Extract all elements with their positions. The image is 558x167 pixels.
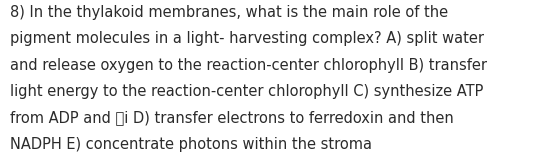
Text: from ADP and ⓟi D) transfer electrons to ferredoxin and then: from ADP and ⓟi D) transfer electrons to… xyxy=(10,111,454,126)
Text: and release oxygen to the reaction-center chlorophyll B) transfer: and release oxygen to the reaction-cente… xyxy=(10,58,487,73)
Text: 8) In the thylakoid membranes, what is the main role of the: 8) In the thylakoid membranes, what is t… xyxy=(10,5,448,20)
Text: NADPH E) concentrate photons within the stroma: NADPH E) concentrate photons within the … xyxy=(10,137,372,152)
Text: pigment molecules in a light- harvesting complex? A) split water: pigment molecules in a light- harvesting… xyxy=(10,31,484,46)
Text: light energy to the reaction-center chlorophyll C) synthesize ATP: light energy to the reaction-center chlo… xyxy=(10,84,483,99)
